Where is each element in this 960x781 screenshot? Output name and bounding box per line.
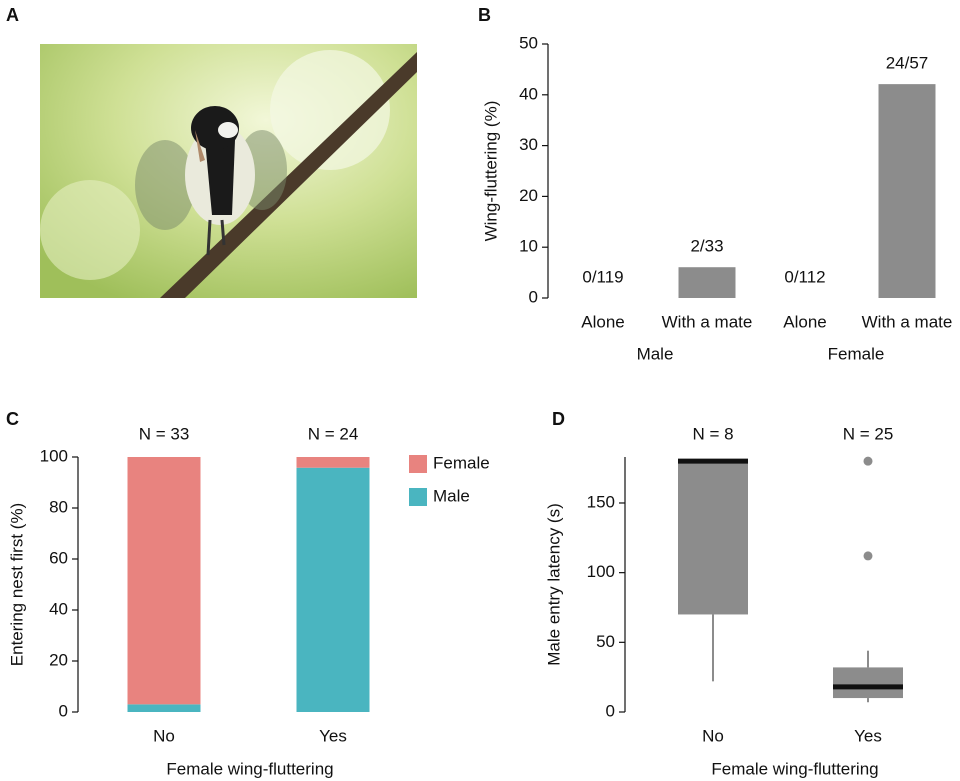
outlier <box>863 551 873 561</box>
y-tick-label: 50 <box>519 33 538 52</box>
value-label: 0/112 <box>784 267 825 286</box>
legend-swatch <box>409 488 427 506</box>
annotation: N = 8 <box>692 424 733 443</box>
y-tick-label: 40 <box>519 84 538 103</box>
y-tick-label: 40 <box>49 599 68 618</box>
y-axis-title: Entering nest first (%) <box>7 503 26 666</box>
y-tick-label: 10 <box>519 237 538 256</box>
value-label: 24/57 <box>886 54 929 73</box>
y-tick-label: 80 <box>49 497 68 516</box>
bar-segment <box>296 467 370 712</box>
panel-label: A <box>6 5 19 25</box>
y-axis-title: Wing-fluttering (%) <box>481 101 500 242</box>
y-tick-label: 30 <box>519 135 538 154</box>
annotation: N = 25 <box>843 424 894 443</box>
group-label: Female <box>828 344 885 363</box>
y-tick-label: 0 <box>59 701 68 720</box>
bar-segment <box>127 457 201 705</box>
box <box>678 461 748 615</box>
y-axis-title: Male entry latency (s) <box>544 503 563 666</box>
y-tick-label: 60 <box>49 548 68 567</box>
x-tick-label: With a mate <box>662 312 753 331</box>
panel-label: C <box>6 409 19 429</box>
annotation: N = 24 <box>308 424 359 443</box>
x-tick-label: Alone <box>783 312 826 331</box>
y-tick-label: 0 <box>529 287 538 306</box>
photo <box>40 44 417 298</box>
x-tick-label: No <box>153 726 175 745</box>
y-tick-label: 150 <box>587 492 615 511</box>
value-label: 0/119 <box>582 267 623 286</box>
outlier <box>863 456 873 466</box>
x-tick-label: Yes <box>319 726 347 745</box>
legend-swatch <box>409 455 427 473</box>
bar-segment <box>127 704 201 712</box>
x-tick-label: Yes <box>854 726 882 745</box>
bar-segment <box>296 457 370 468</box>
y-tick-label: 20 <box>519 186 538 205</box>
y-tick-label: 50 <box>596 632 615 651</box>
annotation: N = 33 <box>139 424 190 443</box>
y-tick-label: 0 <box>606 701 615 720</box>
y-tick-label: 100 <box>587 562 615 581</box>
legend-label: Male <box>433 486 470 505</box>
y-tick-label: 100 <box>40 446 68 465</box>
bar <box>678 267 736 298</box>
value-label: 2/33 <box>690 237 723 256</box>
x-tick-label: No <box>702 726 724 745</box>
group-label: Male <box>637 344 674 363</box>
panel-label: D <box>552 409 565 429</box>
x-axis-title: Female wing-fluttering <box>166 759 333 778</box>
bar <box>878 84 936 299</box>
x-tick-label: With a mate <box>862 312 953 331</box>
x-tick-label: Alone <box>581 312 624 331</box>
panel-label: B <box>478 5 491 25</box>
x-axis-title: Female wing-fluttering <box>711 759 878 778</box>
box <box>833 667 903 699</box>
legend-label: Female <box>433 453 490 472</box>
y-tick-label: 20 <box>49 650 68 669</box>
